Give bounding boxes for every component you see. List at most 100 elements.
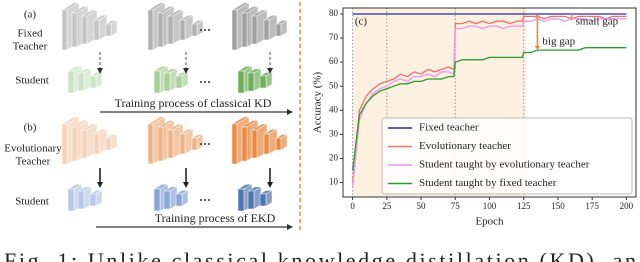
layer-front xyxy=(89,75,97,89)
arrowhead xyxy=(287,109,293,115)
ellipsis-dot xyxy=(204,29,206,31)
ellipsis-dot xyxy=(204,81,206,83)
layer-front xyxy=(191,137,198,151)
arrowhead xyxy=(287,224,293,230)
x-tick-label: 200 xyxy=(620,201,634,211)
row-label: Student xyxy=(15,75,49,87)
arrowhead xyxy=(97,182,103,188)
arrowhead xyxy=(267,182,273,188)
layer-front xyxy=(259,193,267,207)
arrowhead xyxy=(534,14,541,50)
y-tick-label: 10 xyxy=(329,177,339,187)
layer-front xyxy=(247,72,255,92)
ellipsis-dot xyxy=(208,29,210,31)
layer-front xyxy=(167,129,174,159)
layer-front xyxy=(71,12,78,48)
layer-front xyxy=(157,12,164,48)
arrowhead xyxy=(97,68,103,74)
series-line xyxy=(351,47,627,171)
legend-label: Fixed teacher xyxy=(419,122,479,134)
y-tick-label: 80 xyxy=(329,8,339,18)
layer-front xyxy=(153,188,161,212)
ellipsis-dot xyxy=(208,81,210,83)
arrowhead xyxy=(267,68,273,74)
layer-front xyxy=(105,137,112,151)
row-label: Teacher xyxy=(13,41,48,53)
layer-front xyxy=(259,75,267,89)
y-tick-label: 60 xyxy=(329,56,339,66)
series-line xyxy=(351,18,627,188)
x-tick-label: 175 xyxy=(585,201,599,211)
layer-front xyxy=(241,126,248,162)
process-label: Training process of classical KD xyxy=(115,96,272,110)
layer-front xyxy=(163,190,171,210)
ellipsis-dot xyxy=(208,143,210,145)
layer-front xyxy=(231,9,238,51)
panel-label: (c) xyxy=(355,16,368,28)
panel-label: (a) xyxy=(24,9,37,21)
caption: Fig. 1: Unlike classical knowledge disti… xyxy=(4,248,636,262)
series-line xyxy=(351,15,627,183)
layer-front xyxy=(175,193,183,207)
layer-front xyxy=(163,72,171,92)
legend-label: Student taught by evolutionary teacher xyxy=(419,159,590,171)
layer-front xyxy=(81,129,88,159)
layer-front xyxy=(67,70,75,94)
layer-front xyxy=(77,72,85,92)
legend-label: Student taught by fixed teacher xyxy=(419,177,557,189)
x-tick-label: 150 xyxy=(551,201,565,211)
layer-front xyxy=(147,9,154,51)
row-label: Student xyxy=(15,196,49,208)
layer-front xyxy=(241,12,248,48)
x-tick-label: 0 xyxy=(350,201,355,211)
layer-front xyxy=(61,123,68,165)
layer-front xyxy=(67,188,75,212)
layer-front xyxy=(179,19,186,41)
row-label: Evolutionary xyxy=(4,143,62,155)
legend-label: Evolutionary teacher xyxy=(419,140,511,152)
layer-front xyxy=(247,190,255,210)
x-tick-label: 25 xyxy=(382,201,392,211)
layer-front xyxy=(231,123,238,165)
legend-box xyxy=(381,117,633,195)
ellipsis-dot xyxy=(200,199,202,201)
layer-front xyxy=(81,15,88,45)
layer-front xyxy=(89,193,97,207)
y-tick-label: 50 xyxy=(329,80,339,90)
process-label: Training process of EKD xyxy=(155,211,276,225)
ellipsis-dot xyxy=(204,143,206,145)
y-tick-label: 40 xyxy=(329,104,339,114)
x-tick-label: 75 xyxy=(451,201,461,211)
ellipsis-dot xyxy=(200,29,202,31)
annotation: small gap xyxy=(576,16,619,28)
annotation: big gap xyxy=(542,36,575,48)
x-tick-label: 100 xyxy=(483,201,497,211)
y-tick-label: 30 xyxy=(329,128,339,138)
layer-front xyxy=(153,70,161,94)
layer-front xyxy=(275,137,282,151)
ellipsis-dot xyxy=(204,199,206,201)
layer-front xyxy=(251,15,258,45)
row-label: Teacher xyxy=(16,156,51,168)
y-tick-label: 20 xyxy=(329,153,339,163)
ellipsis-dot xyxy=(208,199,210,201)
layer-front xyxy=(263,133,270,155)
panel-label: (b) xyxy=(24,122,37,134)
x-axis-label: Epoch xyxy=(475,216,504,228)
layer-front xyxy=(167,15,174,45)
layer-front xyxy=(179,133,186,155)
y-axis-label: Accuracy (%) xyxy=(312,71,324,133)
layer-front xyxy=(237,188,245,212)
layer-front xyxy=(157,126,164,162)
ellipsis-dot xyxy=(200,143,202,145)
layer-front xyxy=(251,129,258,159)
arrowhead xyxy=(183,182,189,188)
layer-front xyxy=(93,19,100,41)
x-tick-label: 125 xyxy=(517,201,531,211)
layer-front xyxy=(77,190,85,210)
layer-front xyxy=(237,70,245,94)
layer-front xyxy=(191,23,198,37)
network-diagrams xyxy=(61,2,293,230)
